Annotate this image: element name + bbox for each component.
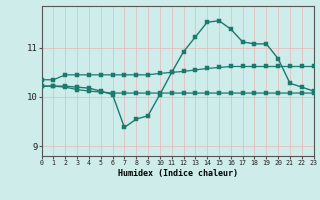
X-axis label: Humidex (Indice chaleur): Humidex (Indice chaleur) <box>118 169 237 178</box>
